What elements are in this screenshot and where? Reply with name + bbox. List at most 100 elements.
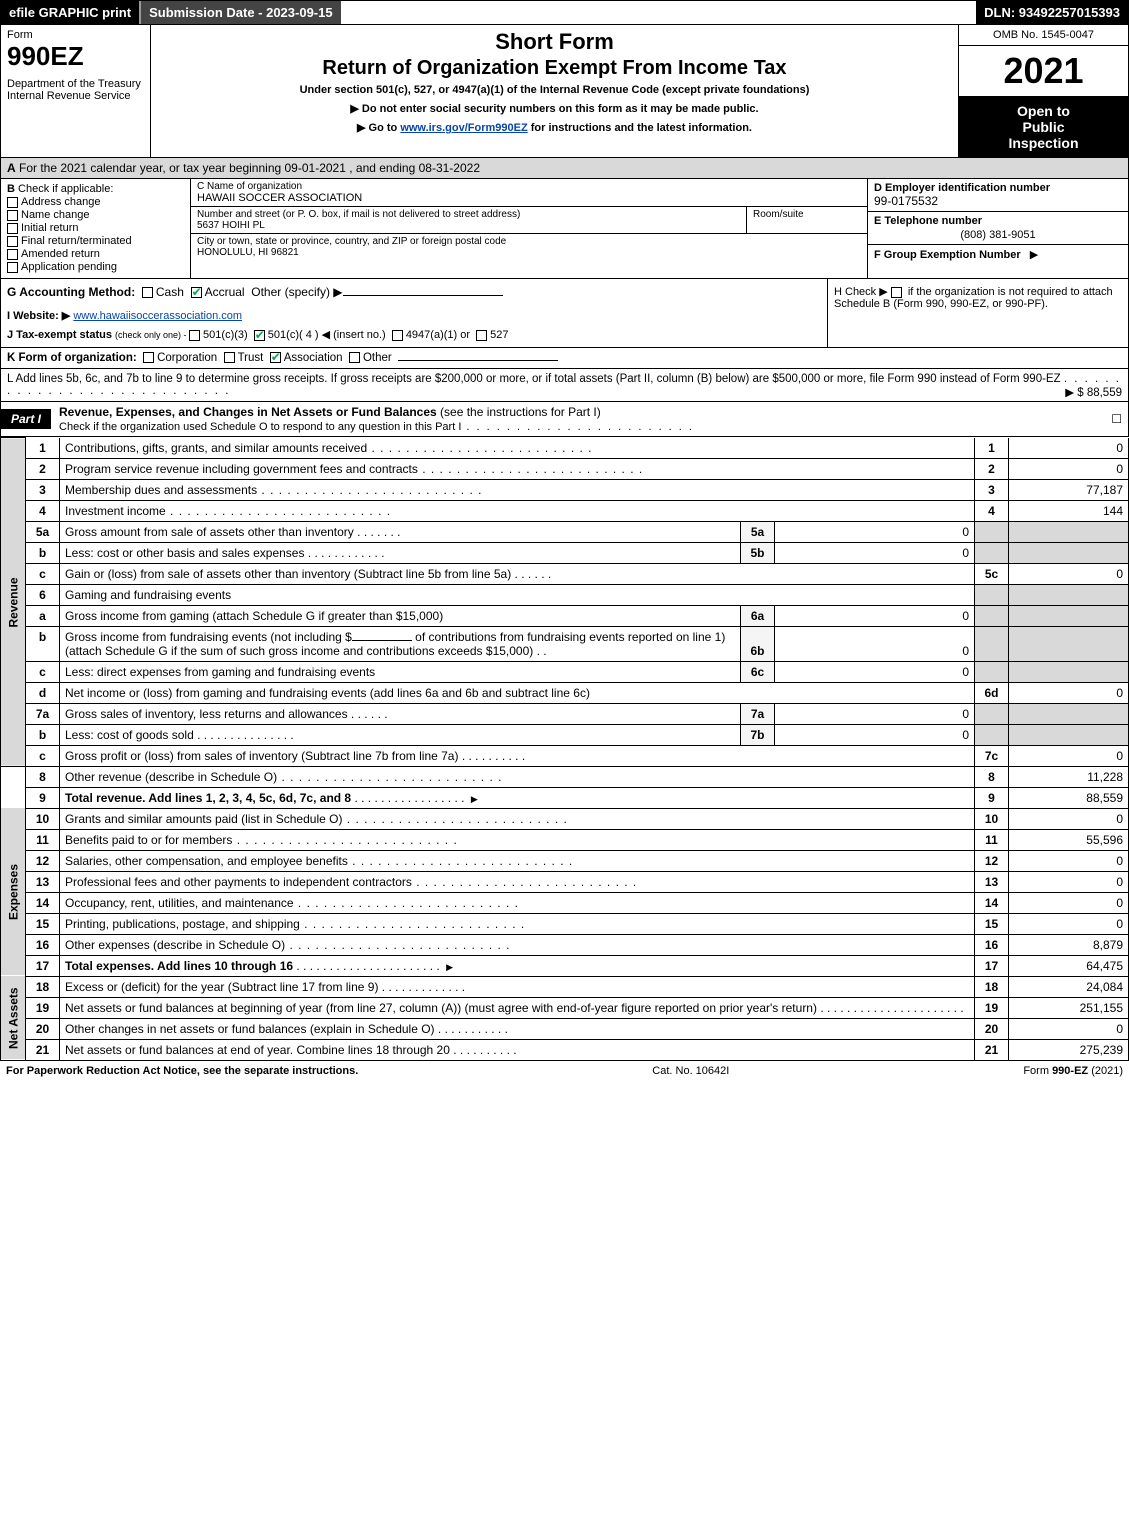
line-7c-desc: Gross profit or (loss) from sales of inv… <box>60 745 975 766</box>
line-9-no: 9 <box>26 787 60 808</box>
line-6a-desc-text: Gross income from gaming (attach Schedul… <box>65 609 443 623</box>
opt-association: Association <box>284 352 343 364</box>
line-3: 3 Membership dues and assessments 3 77,1… <box>1 479 1129 500</box>
check-corporation[interactable] <box>143 352 154 363</box>
subtitle-goto: ▶ Go to www.irs.gov/Form990EZ for instru… <box>157 121 952 134</box>
check-trust[interactable] <box>224 352 235 363</box>
department: Department of the Treasury Internal Reve… <box>7 78 144 102</box>
check-address-change[interactable]: Address change <box>7 196 184 208</box>
check-accrual[interactable] <box>191 287 202 298</box>
line-5a-desc: Gross amount from sale of assets other t… <box>60 521 741 542</box>
line-21: 21 Net assets or fund balances at end of… <box>1 1039 1129 1060</box>
line-12-desc: Salaries, other compensation, and employ… <box>60 850 975 871</box>
line-1-no: 1 <box>26 438 60 459</box>
line-6d-no: d <box>26 682 60 703</box>
line-9-desc: Total revenue. Add lines 1, 2, 3, 4, 5c,… <box>60 787 975 808</box>
arrow-icon <box>468 791 481 805</box>
line-6b-val-shade <box>1009 626 1129 661</box>
line-20: 20 Other changes in net assets or fund b… <box>1 1018 1129 1039</box>
check-cash[interactable] <box>142 287 153 298</box>
irs-link[interactable]: www.irs.gov/Form990EZ <box>400 122 527 134</box>
line-10-desc-text: Grants and similar amounts paid (list in… <box>65 812 342 826</box>
line-5b-subval: 0 <box>775 542 975 563</box>
line-7a: 7a Gross sales of inventory, less return… <box>1 703 1129 724</box>
line-17-desc: Total expenses. Add lines 10 through 16 … <box>60 955 975 976</box>
check-4947[interactable] <box>392 330 403 341</box>
line-4-ln: 4 <box>975 500 1009 521</box>
line-2-no: 2 <box>26 458 60 479</box>
line-5b-val-shade <box>1009 542 1129 563</box>
line-14-ln: 14 <box>975 892 1009 913</box>
street-cell: Number and street (or P. O. box, if mail… <box>191 207 747 233</box>
line-6d-val: 0 <box>1009 682 1129 703</box>
line-5b-no: b <box>26 542 60 563</box>
check-name-change[interactable]: Name change <box>7 209 184 221</box>
line-6d: d Net income or (loss) from gaming and f… <box>1 682 1129 703</box>
l-amount: ▶ $ 88,559 <box>1065 385 1122 399</box>
title-short-form: Short Form <box>157 29 952 55</box>
line-6-val-shade <box>1009 584 1129 605</box>
line-6b-subval: 0 <box>775 626 975 661</box>
line-11-desc: Benefits paid to or for members <box>60 829 975 850</box>
line-2-val: 0 <box>1009 458 1129 479</box>
line-5c-desc: Gain or (loss) from sale of assets other… <box>60 563 975 584</box>
sidetab-net-assets: Net Assets <box>1 976 26 1060</box>
line-17-val: 64,475 <box>1009 955 1129 976</box>
check-527[interactable] <box>476 330 487 341</box>
check-association[interactable] <box>270 352 281 363</box>
city-cell: City or town, state or province, country… <box>191 234 867 260</box>
line-17: 17 Total expenses. Add lines 10 through … <box>1 955 1129 976</box>
line-19-desc-text: Net assets or fund balances at beginning… <box>65 1001 817 1015</box>
efile-graphic-print[interactable]: efile GRAPHIC print <box>1 1 139 24</box>
check-h-not-required[interactable] <box>891 287 902 298</box>
check-final-return[interactable]: Final return/terminated <box>7 235 184 247</box>
room-cell: Room/suite <box>747 207 867 233</box>
line-5a-ln-shade <box>975 521 1009 542</box>
line-7c-no: c <box>26 745 60 766</box>
check-initial-return[interactable]: Initial return <box>7 222 184 234</box>
line-5c-ln: 5c <box>975 563 1009 584</box>
line-6-desc: Gaming and fundraising events <box>60 584 975 605</box>
line-7b: b Less: cost of goods sold . . . . . . .… <box>1 724 1129 745</box>
line-6c-subval: 0 <box>775 661 975 682</box>
line-6a-desc: Gross income from gaming (attach Schedul… <box>60 605 741 626</box>
line-16-no: 16 <box>26 934 60 955</box>
cash-label: Cash <box>156 285 184 299</box>
opt-501c: 501(c)( 4 ) ◀ (insert no.) <box>268 329 386 341</box>
line-3-desc-text: Membership dues and assessments <box>65 483 257 497</box>
website-link[interactable]: www.hawaiisoccerassociation.com <box>73 310 242 322</box>
l-text: L Add lines 5b, 6c, and 7b to line 9 to … <box>7 373 1061 385</box>
title-return: Return of Organization Exempt From Incom… <box>157 57 952 80</box>
accrual-label: Accrual <box>205 285 245 299</box>
line-6c-ln-shade <box>975 661 1009 682</box>
line-7a-desc: Gross sales of inventory, less returns a… <box>60 703 741 724</box>
check-501c[interactable] <box>254 330 265 341</box>
line-18: Net Assets 18 Excess or (deficit) for th… <box>1 976 1129 997</box>
line-13-val: 0 <box>1009 871 1129 892</box>
form-label: Form <box>7 29 144 41</box>
goto-post: for instructions and the latest informat… <box>528 122 752 134</box>
part-i-flag[interactable]: ☐ <box>1098 412 1128 426</box>
block-g-h-i-j: G Accounting Method: Cash Accrual Other … <box>0 278 1129 348</box>
line-7c: c Gross profit or (loss) from sales of i… <box>1 745 1129 766</box>
subtitle-ssn-warning: ▶ Do not enter social security numbers o… <box>157 102 952 115</box>
line-9-val: 88,559 <box>1009 787 1129 808</box>
other-org-line[interactable] <box>398 360 558 361</box>
line-6c: c Less: direct expenses from gaming and … <box>1 661 1129 682</box>
check-501c3[interactable] <box>189 330 200 341</box>
i-website: I Website: ▶ www.hawaiisoccerassociation… <box>7 309 821 322</box>
line-6d-desc-text: Net income or (loss) from gaming and fun… <box>65 686 590 700</box>
other-specify-line[interactable] <box>343 295 503 296</box>
line-7a-subval: 0 <box>775 703 975 724</box>
check-amended-return[interactable]: Amended return <box>7 248 184 260</box>
line-9-ln: 9 <box>975 787 1009 808</box>
line-16-ln: 16 <box>975 934 1009 955</box>
line-7a-val-shade <box>1009 703 1129 724</box>
line-8-desc-text: Other revenue (describe in Schedule O) <box>65 770 277 784</box>
check-other-org[interactable] <box>349 352 360 363</box>
check-application-pending[interactable]: Application pending <box>7 261 184 273</box>
line-17-ln: 17 <box>975 955 1009 976</box>
line-19-desc: Net assets or fund balances at beginning… <box>60 997 975 1018</box>
room-label: Room/suite <box>753 209 804 220</box>
arrow-icon <box>443 959 456 973</box>
